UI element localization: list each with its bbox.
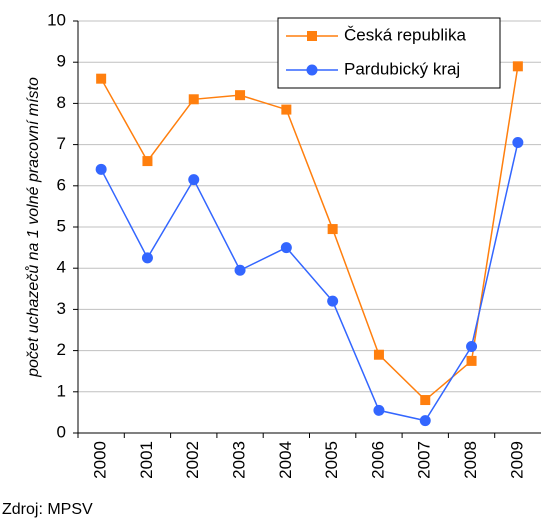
- legend-label: Česká republika: [344, 25, 466, 44]
- legend-marker: [307, 31, 317, 41]
- marker: [419, 415, 431, 427]
- y-tick-label: 8: [57, 93, 66, 112]
- marker: [95, 163, 107, 175]
- marker: [373, 404, 385, 416]
- marker: [512, 137, 524, 149]
- marker: [373, 349, 384, 360]
- marker: [188, 174, 200, 186]
- x-tick-label: 2001: [137, 441, 156, 479]
- x-tick-label: 2009: [507, 441, 526, 479]
- y-tick-label: 1: [57, 381, 66, 400]
- y-tick-label: 2: [57, 340, 66, 359]
- x-tick-label: 2004: [276, 441, 295, 479]
- legend-box: [277, 17, 501, 89]
- marker: [327, 224, 338, 235]
- x-tick-label: 2007: [415, 441, 434, 479]
- series-line: [100, 142, 519, 422]
- x-tick-label: 2003: [230, 441, 249, 479]
- marker: [466, 340, 478, 352]
- y-tick-label: 7: [57, 134, 66, 153]
- y-tick-label: 6: [57, 175, 66, 194]
- marker: [466, 355, 477, 366]
- marker: [141, 252, 153, 264]
- source-note: Zdroj: MPSV: [2, 501, 93, 518]
- marker: [327, 295, 339, 307]
- y-tick-label: 10: [47, 10, 66, 29]
- legend-label: Pardubický kraj: [344, 59, 460, 78]
- marker: [235, 90, 246, 101]
- marker: [234, 264, 246, 276]
- series-line: [100, 66, 519, 402]
- marker: [512, 61, 523, 72]
- x-tick-label: 2008: [461, 441, 480, 479]
- x-tick-label: 2000: [91, 441, 110, 479]
- marker: [420, 395, 431, 406]
- y-axis-label: počet uchazečů na 1 volné pracovní místo: [24, 77, 42, 378]
- y-tick-label: 3: [57, 299, 66, 318]
- x-tick-label: 2002: [183, 441, 202, 479]
- marker: [281, 104, 292, 115]
- x-tick-label: 2005: [322, 441, 341, 479]
- y-tick-label: 4: [57, 258, 66, 277]
- y-tick-label: 0: [57, 422, 66, 441]
- marker: [280, 242, 292, 254]
- marker: [142, 156, 153, 167]
- y-tick-label: 9: [57, 52, 66, 71]
- marker: [96, 73, 107, 84]
- marker: [188, 94, 199, 105]
- legend-marker: [306, 64, 318, 76]
- y-tick-label: 5: [57, 216, 66, 235]
- x-tick-label: 2006: [368, 441, 387, 479]
